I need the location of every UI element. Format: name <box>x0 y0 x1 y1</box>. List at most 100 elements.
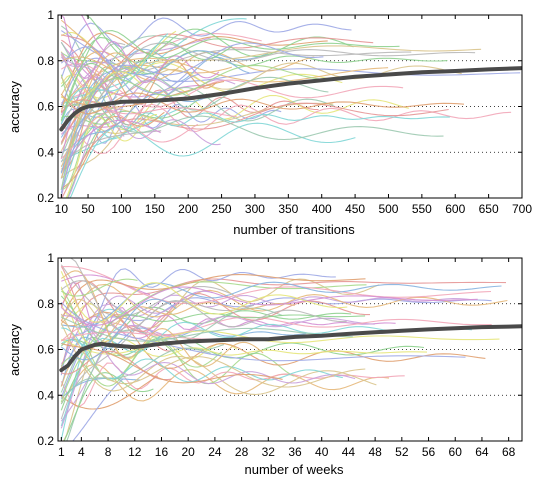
individual-series-line <box>61 265 492 305</box>
y-tick-label: 1 <box>47 251 54 265</box>
individual-series-line <box>61 314 356 385</box>
x-tick-label: 200 <box>178 202 198 216</box>
y-tick-label: 0.6 <box>37 100 54 114</box>
individual-series-line <box>60 274 366 322</box>
x-tick-label: 450 <box>345 202 365 216</box>
individual-series-line <box>60 363 390 404</box>
y-tick-label: 0.4 <box>37 145 54 159</box>
x-tick-label: 12 <box>128 445 142 459</box>
x-tick-label: 8 <box>105 445 112 459</box>
individual-series-line <box>60 33 169 125</box>
individual-series-line <box>61 342 283 384</box>
individual-series-line <box>72 378 124 441</box>
top-ylabel: accuracy <box>7 80 22 133</box>
individual-series-line <box>60 45 482 173</box>
individual-series-line <box>60 41 444 141</box>
individual-series-line <box>60 41 233 121</box>
x-tick-label: 52 <box>395 445 409 459</box>
individual-series-line <box>60 15 220 84</box>
individual-series-line <box>60 42 324 193</box>
individual-series-line <box>60 347 211 405</box>
x-tick-label: 48 <box>368 445 382 459</box>
individual-series-line <box>60 112 450 194</box>
x-tick-label: 24 <box>208 445 222 459</box>
y-tick-label: 1 <box>47 8 54 22</box>
y-tick-label: 0.8 <box>37 297 54 311</box>
x-tick-label: 44 <box>342 445 356 459</box>
individual-series-line <box>60 17 352 79</box>
individual-series-line <box>60 65 365 190</box>
individual-series-line <box>60 32 328 113</box>
individual-series-line <box>60 323 377 396</box>
x-tick-label: 150 <box>145 202 165 216</box>
individual-series-line <box>60 111 199 159</box>
mean-series-line <box>59 324 522 373</box>
individual-series-line <box>60 46 200 103</box>
individual-series-line <box>60 375 158 410</box>
x-tick-label: 16 <box>155 445 169 459</box>
x-tick-label: 20 <box>182 445 196 459</box>
individual-series-line <box>61 15 110 56</box>
individual-series-line <box>65 114 157 198</box>
individual-series-line <box>60 111 165 190</box>
bottom-ylabel: accuracy <box>7 323 22 376</box>
individual-series-line <box>61 274 151 296</box>
y-tick-label: 0.2 <box>37 434 54 448</box>
x-tick-label: 64 <box>475 445 489 459</box>
x-tick-label: 28 <box>235 445 249 459</box>
y-tick-label: 0.8 <box>37 54 54 68</box>
individual-series-line <box>60 56 221 146</box>
individual-series-line <box>60 268 336 376</box>
x-tick-label: 650 <box>479 202 499 216</box>
individual-series-line <box>60 119 161 173</box>
individual-series-line <box>60 271 348 323</box>
top-panel-transitions: accuracy number of transitions 0.2 0.4 0.6… <box>7 8 532 237</box>
x-tick-label: 36 <box>288 445 302 459</box>
x-tick-label: 300 <box>245 202 265 216</box>
x-tick-label: 1 <box>58 445 65 459</box>
x-tick-label: 700 <box>512 202 532 216</box>
x-tick-label: 50 <box>81 202 95 216</box>
x-tick-label: 550 <box>412 202 432 216</box>
individual-series-line <box>60 30 400 122</box>
individual-series-line <box>61 258 347 332</box>
individual-series-line <box>60 295 425 359</box>
individual-series-line <box>63 372 154 441</box>
x-tick-label: 250 <box>212 202 232 216</box>
bottom-panel-weeks: accuracy number of weeks 0.2 0.4 0.6 0.8 1 1 4… <box>7 251 523 477</box>
y-tick-label: 0.6 <box>37 343 54 357</box>
y-tick-label: 0.2 <box>37 191 54 205</box>
y-tick-label: 0.4 <box>37 388 54 402</box>
x-tick-label: 350 <box>278 202 298 216</box>
x-tick-label: 68 <box>502 445 516 459</box>
individual-series-line <box>60 286 478 326</box>
individual-series-line <box>60 57 389 106</box>
bottom-xlabel: number of weeks <box>245 462 344 477</box>
individual-series-line <box>61 330 500 355</box>
individual-series-line <box>60 340 223 387</box>
individual-series-line <box>60 280 132 317</box>
x-tick-label: 400 <box>312 202 332 216</box>
mean-series-line <box>59 66 522 132</box>
x-tick-label: 40 <box>315 445 329 459</box>
individual-series-line <box>61 103 512 155</box>
individual-series-line <box>61 278 138 297</box>
x-tick-label: 60 <box>449 445 463 459</box>
individual-series-line <box>60 52 145 179</box>
individual-series-line <box>60 278 507 369</box>
x-tick-label: 56 <box>422 445 436 459</box>
individual-series-line <box>60 42 476 163</box>
individual-series-group <box>59 258 522 441</box>
x-tick-label: 600 <box>445 202 465 216</box>
x-tick-label: 500 <box>378 202 398 216</box>
individual-series-line <box>60 297 492 398</box>
x-tick-label: 32 <box>262 445 276 459</box>
individual-series-line <box>61 270 264 367</box>
individual-series-line <box>60 302 466 362</box>
individual-series-line <box>60 298 177 361</box>
individual-series-line <box>60 313 366 388</box>
top-xlabel: number of transitions <box>233 222 355 237</box>
individual-series-line <box>60 286 428 358</box>
individual-series-group <box>59 15 522 198</box>
